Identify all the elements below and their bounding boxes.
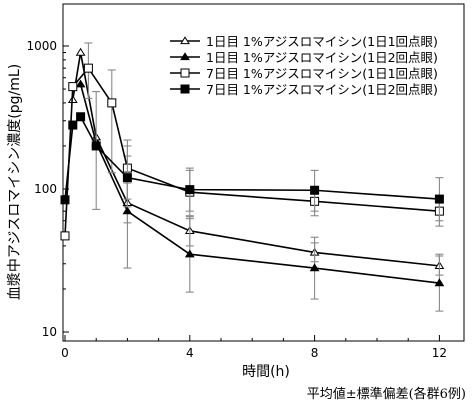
data-point bbox=[91, 141, 101, 151]
legend: 1日目 1%アジスロマイシン(1日1回点眼)1日目 1%アジスロマイシン(1日2… bbox=[170, 34, 438, 97]
data-point bbox=[310, 185, 320, 195]
series-4 bbox=[60, 91, 444, 222]
x-axis-label: 時間(h) bbox=[242, 364, 290, 380]
data-point bbox=[107, 98, 117, 108]
x-tick-labels: 0 4 8 12 bbox=[61, 346, 447, 360]
y-tick-label: 10 bbox=[42, 325, 57, 339]
legend-entry: 7日目 1%アジスロマイシン(1日2回点眼) bbox=[170, 82, 438, 97]
y-axis-label: 血漿中アジスロマイシン濃度(pg/mL) bbox=[7, 64, 23, 300]
series-line bbox=[79, 84, 440, 284]
data-point bbox=[60, 195, 70, 205]
data-point bbox=[309, 263, 320, 272]
legend-marker bbox=[180, 68, 190, 78]
x-tick-label: 12 bbox=[432, 346, 447, 360]
plot-frame bbox=[62, 3, 465, 342]
data-point bbox=[75, 79, 86, 88]
data-point bbox=[434, 194, 444, 204]
legend-label: 7日目 1%アジスロマイシン(1日2回点眼) bbox=[206, 82, 438, 97]
x-tick-label: 4 bbox=[186, 346, 194, 360]
data-point bbox=[75, 47, 86, 56]
legend-label: 1日目 1%アジスロマイシン(1日2回点眼) bbox=[206, 50, 438, 65]
y-tick-labels: 10 100 1000 bbox=[26, 39, 57, 339]
legend-marker bbox=[180, 36, 190, 45]
data-point bbox=[434, 278, 445, 287]
legend-label: 7日目 1%アジスロマイシン(1日1回点眼) bbox=[206, 66, 438, 81]
legend-entry: 7日目 1%アジスロマイシン(1日1回点眼) bbox=[170, 66, 438, 81]
x-tick-label: 8 bbox=[311, 346, 319, 360]
data-point bbox=[76, 112, 86, 122]
series-layer bbox=[60, 42, 445, 312]
y-tick-label: 100 bbox=[34, 182, 57, 196]
data-point bbox=[68, 82, 78, 92]
y-tick-label: 1000 bbox=[26, 39, 57, 53]
plot-border bbox=[62, 3, 465, 342]
legend-entry: 1日目 1%アジスロマイシン(1日2回点眼) bbox=[170, 50, 438, 65]
data-point bbox=[185, 185, 195, 195]
data-point bbox=[122, 206, 133, 215]
legend-label: 1日目 1%アジスロマイシン(1日1回点眼) bbox=[206, 34, 438, 49]
x-tick-label: 0 bbox=[61, 346, 69, 360]
data-point bbox=[83, 63, 93, 73]
data-point bbox=[68, 120, 78, 130]
footnote: 平均値±標準偏差(各群6例) bbox=[306, 387, 466, 402]
legend-entry: 1日目 1%アジスロマイシン(1日1回点眼) bbox=[170, 34, 438, 49]
series-line bbox=[64, 115, 440, 200]
data-point bbox=[122, 173, 132, 183]
data-point bbox=[184, 249, 195, 258]
data-point bbox=[60, 231, 70, 241]
legend-marker bbox=[180, 84, 190, 94]
series-2 bbox=[75, 79, 445, 312]
legend-marker bbox=[180, 52, 190, 61]
